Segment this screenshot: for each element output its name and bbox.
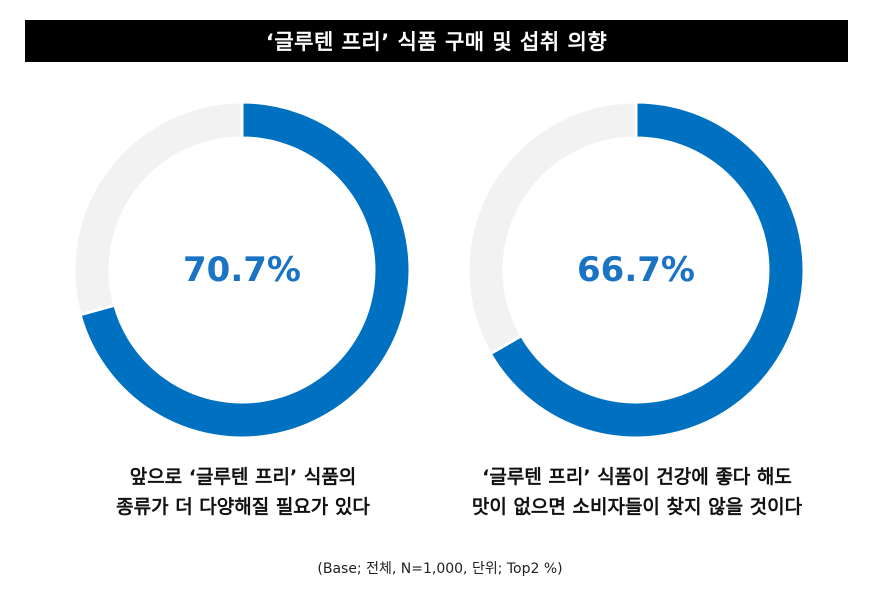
donut-1-center-label: 70.7% bbox=[183, 250, 301, 290]
donut-1-caption-line-1: 앞으로 ‘글루텐 프리’ 식품의 bbox=[129, 466, 357, 488]
donut-chart-2: 66.7% bbox=[466, 100, 806, 440]
donut-2-caption: ‘글루텐 프리’ 식품이 건강에 좋다 해도 맛이 없으면 소비자들이 찾지 않… bbox=[437, 462, 837, 522]
donut-2-remainder-slice bbox=[466, 100, 638, 356]
donut-2-center-label: 66.7% bbox=[577, 250, 695, 290]
chart-title-bar: ‘글루텐 프리’ 식품 구매 및 섭취 의향 bbox=[25, 20, 848, 62]
donut-2-caption-line-1: ‘글루텐 프리’ 식품이 건강에 좋다 해도 bbox=[482, 466, 792, 488]
chart-title: ‘글루텐 프리’ 식품 구매 및 섭취 의향 bbox=[265, 30, 608, 54]
donut-chart-1: 70.7% bbox=[72, 100, 412, 440]
footnote: (Base; 전체, N=1,000, 단위; Top2 %) bbox=[317, 561, 563, 577]
donut-2-caption-line-2: 맛이 없으면 소비자들이 찾지 않을 것이다 bbox=[471, 496, 803, 518]
donut-1-value-slice bbox=[78, 100, 412, 440]
donut-2-value-slice bbox=[488, 100, 806, 440]
donut-1-caption-line-2: 종류가 더 다양해질 필요가 있다 bbox=[116, 496, 370, 518]
donut-1-caption: 앞으로 ‘글루텐 프리’ 식품의 종류가 더 다양해질 필요가 있다 bbox=[43, 462, 443, 522]
